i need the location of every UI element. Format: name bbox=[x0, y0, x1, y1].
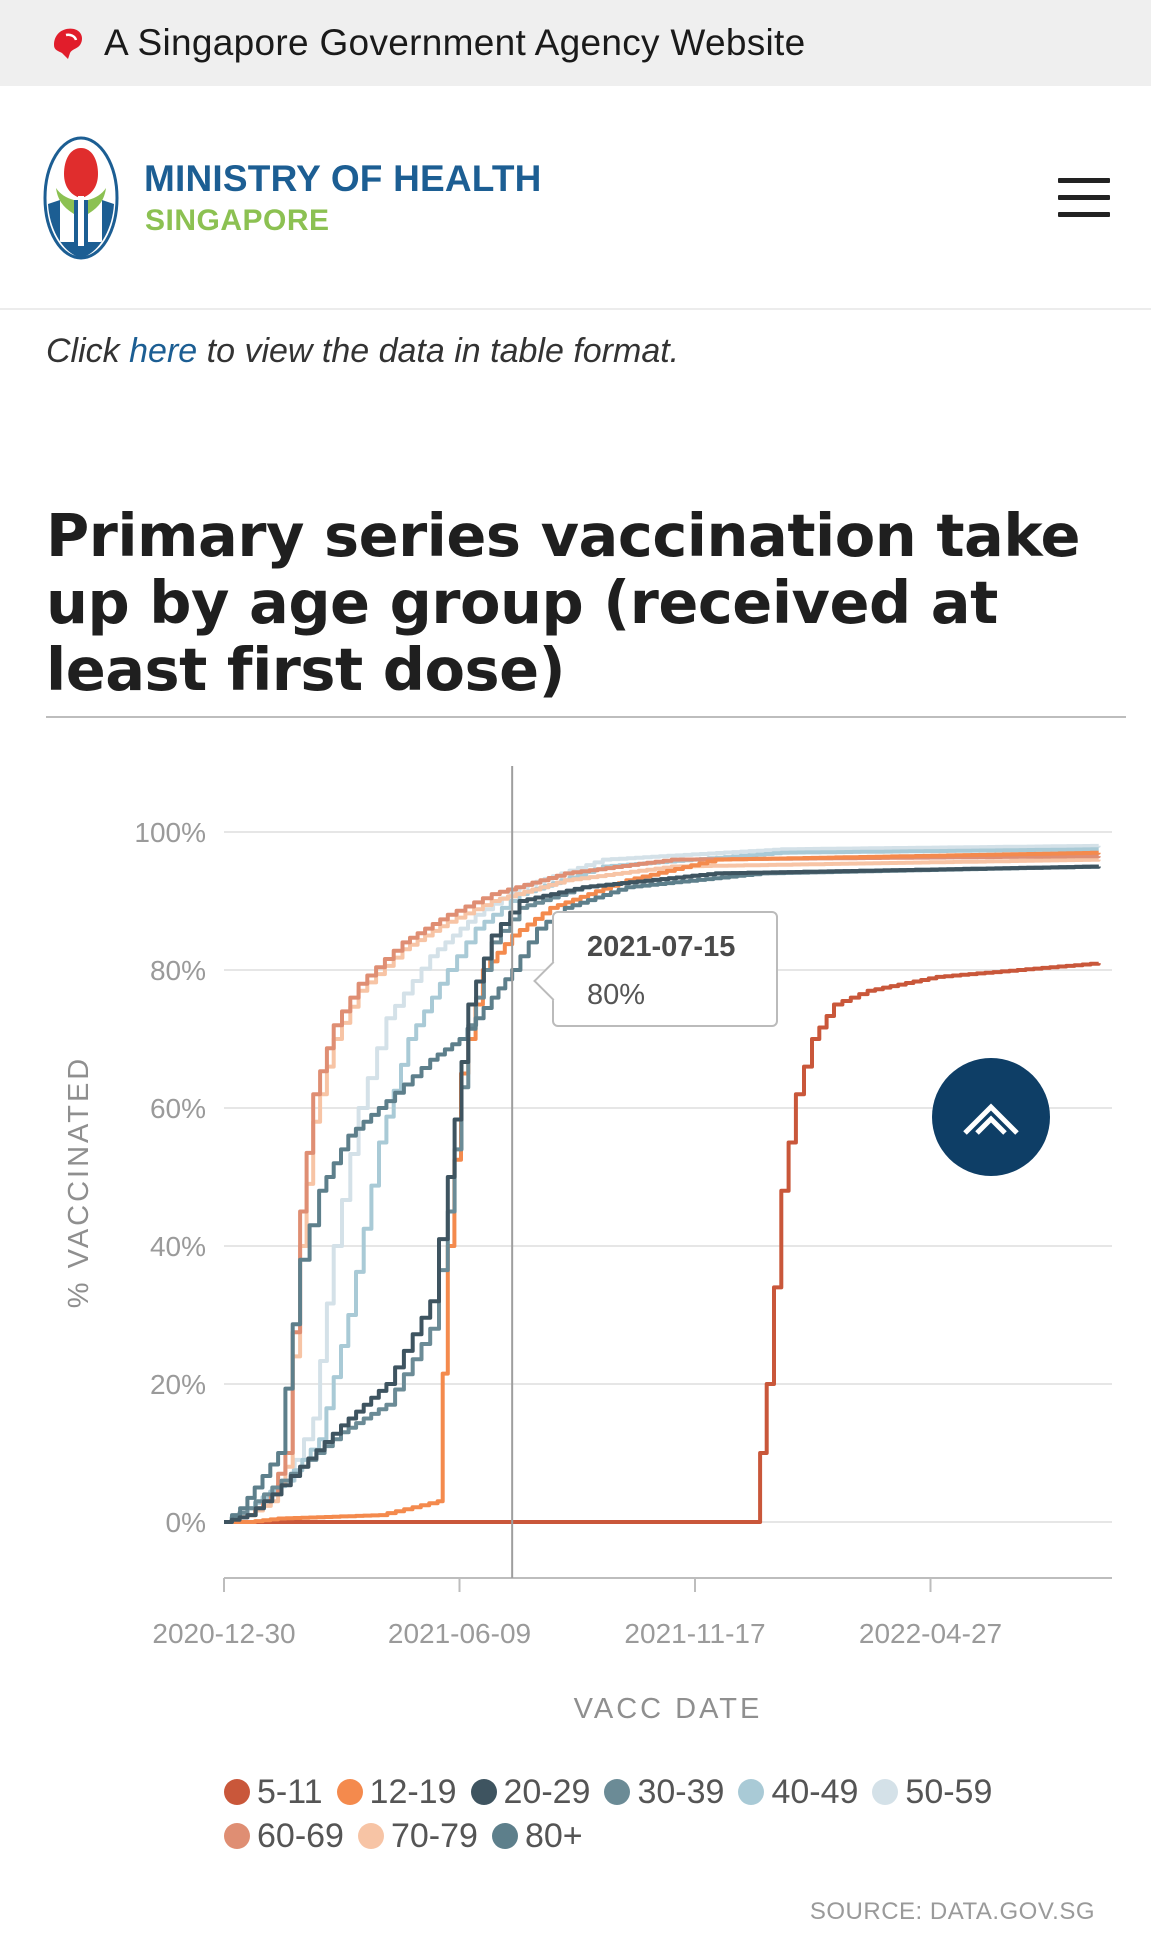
series-line-5-11 bbox=[224, 961, 1101, 1524]
legend-dot bbox=[224, 1779, 250, 1805]
lion-head-icon bbox=[54, 28, 82, 59]
hamburger-menu-icon[interactable] bbox=[1058, 178, 1114, 224]
tooltip-date: 2021-07-15 bbox=[587, 931, 736, 963]
y-tick-label: 80% bbox=[150, 955, 206, 986]
legend-dot bbox=[604, 1779, 631, 1805]
series-line-20-29 bbox=[224, 864, 1101, 1524]
chart-tooltip: 2021-07-15 80% bbox=[552, 911, 778, 1027]
x-tick-label: 2020-12-30 bbox=[152, 1618, 295, 1649]
x-tick-label: 2022-04-27 bbox=[859, 1618, 1002, 1649]
y-tick-label: 0% bbox=[166, 1507, 206, 1538]
chart-title: Primary series vaccination take up by ag… bbox=[46, 501, 1081, 704]
series-line-50-59 bbox=[224, 843, 1101, 1524]
legend-label: 30-39 bbox=[637, 1772, 725, 1811]
x-tick-label: 2021-11-17 bbox=[624, 1618, 765, 1649]
legend-item-60-69[interactable]: 60-69 bbox=[224, 1817, 344, 1856]
y-tick-label: 40% bbox=[150, 1231, 206, 1262]
legend-item-30-39[interactable]: 30-39 bbox=[604, 1773, 724, 1812]
table-format-note: Click here to view the data in table for… bbox=[46, 332, 679, 371]
legend-dot bbox=[224, 1823, 250, 1849]
intro-prefix: Click bbox=[46, 332, 120, 370]
legend-item-50-59[interactable]: 50-59 bbox=[872, 1773, 992, 1812]
gov-banner: A Singapore Government Agency Website bbox=[0, 0, 1151, 86]
legend-label: 20-29 bbox=[503, 1772, 591, 1811]
legend-dot bbox=[336, 1779, 363, 1805]
legend-label: 70-79 bbox=[390, 1816, 478, 1855]
gov-banner-text: A Singapore Government Agency Website bbox=[104, 22, 806, 63]
chart-series bbox=[224, 843, 1101, 1524]
moh-crest-icon[interactable] bbox=[42, 134, 120, 262]
legend-label: 60-69 bbox=[257, 1816, 344, 1855]
legend-item-5-11[interactable]: 5-11 bbox=[224, 1773, 323, 1812]
legend-item-40-49[interactable]: 40-49 bbox=[738, 1773, 858, 1812]
y-axis-ticks: 0% 20% 40% 60% 80% 100% bbox=[134, 817, 206, 1538]
site-header: MINISTRY OF HEALTH SINGAPORE bbox=[0, 86, 1151, 310]
legend-dot bbox=[491, 1823, 518, 1849]
y-axis-title: % VACCINATED bbox=[63, 1056, 95, 1308]
y-tick-label: 20% bbox=[150, 1369, 206, 1400]
tooltip-value: 80% bbox=[587, 979, 646, 1011]
series-line-70-79 bbox=[224, 857, 1101, 1524]
back-to-top-button[interactable] bbox=[932, 1058, 1050, 1176]
y-tick-label: 100% bbox=[134, 817, 206, 848]
legend-dot bbox=[357, 1823, 384, 1849]
chevron-up-icon bbox=[963, 1103, 1019, 1135]
legend-item-80+[interactable]: 80+ bbox=[491, 1816, 583, 1856]
legend-label: 50-59 bbox=[905, 1772, 993, 1811]
table-format-link[interactable]: here bbox=[129, 332, 198, 370]
legend-row: 5-11 12-19 20-29 30-39 40-49 50-59 bbox=[224, 1770, 1124, 1814]
x-axis-title: VACC DATE bbox=[574, 1693, 763, 1725]
legend-dot bbox=[470, 1779, 497, 1805]
vaccination-chart[interactable]: 0%20%40%60%80%100% 2020-12-30 2021-06-09 2… bbox=[0, 740, 1151, 1780]
legend-dot bbox=[872, 1779, 899, 1805]
chart-legend: 5-11 12-19 20-29 30-39 40-49 50-59 60-69 70-79… bbox=[224, 1770, 1124, 1858]
logo-subtitle[interactable]: SINGAPORE bbox=[145, 204, 330, 237]
legend-label: 12-19 bbox=[369, 1772, 457, 1811]
data-source: SOURCE: DATA.GOV.SG bbox=[809, 1898, 1095, 1925]
legend-item-20-29[interactable]: 20-29 bbox=[470, 1772, 591, 1812]
legend-label: 5-11 bbox=[257, 1772, 323, 1811]
series-line-12-19 bbox=[224, 850, 1101, 1524]
legend-row: 60-69 70-79 80+ bbox=[224, 1814, 1124, 1858]
logo-title[interactable]: MINISTRY OF HEALTH bbox=[144, 158, 542, 199]
legend-label: 80+ bbox=[524, 1816, 583, 1855]
legend-item-70-79[interactable]: 70-79 bbox=[357, 1816, 478, 1856]
x-axis: 2020-12-30 2021-06-09 2021-11-17 2022-04-27 bbox=[152, 1577, 1112, 1649]
title-divider bbox=[46, 716, 1126, 718]
legend-dot bbox=[738, 1779, 765, 1805]
y-tick-label: 60% bbox=[150, 1093, 206, 1124]
legend-label: 40-49 bbox=[771, 1772, 859, 1811]
intro-suffix: to view the data in table format. bbox=[206, 332, 680, 370]
legend-item-12-19[interactable]: 12-19 bbox=[336, 1772, 457, 1812]
x-tick-label: 2021-06-09 bbox=[388, 1618, 531, 1649]
